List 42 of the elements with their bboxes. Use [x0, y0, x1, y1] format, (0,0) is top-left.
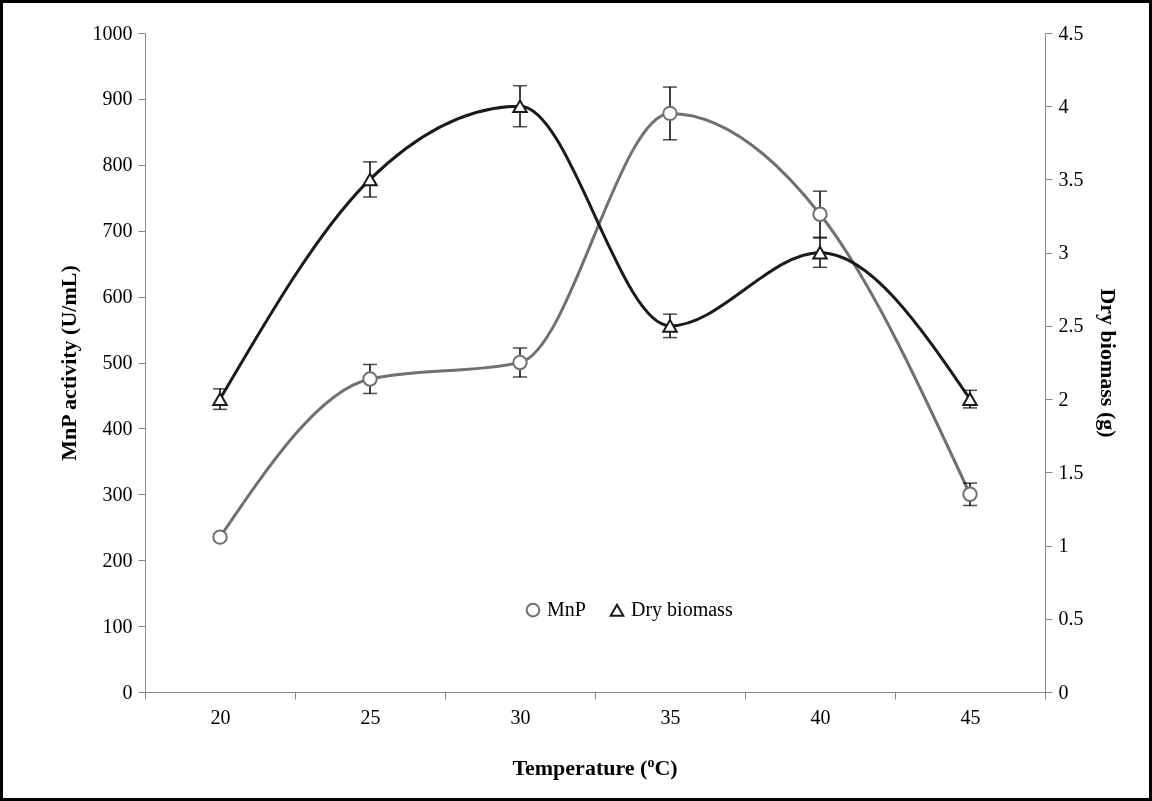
point [662, 105, 678, 122]
legend-label: Dry biomass [631, 598, 733, 622]
y-tick-label: 0 [122, 680, 133, 703]
point [812, 245, 828, 260]
y-tick-label: 800 [102, 153, 133, 176]
y2-tick-label: 2 [1058, 387, 1069, 410]
x-tick-label: 20 [210, 705, 231, 728]
x-tick-label: 40 [810, 705, 831, 728]
y2-tick-label: 0 [1058, 680, 1069, 703]
y2-tick-label: 1 [1058, 534, 1069, 557]
y-tick-label: 400 [102, 416, 133, 439]
x-tick-label: 35 [660, 705, 681, 728]
legend-label: MnP [547, 598, 586, 621]
point [212, 392, 228, 406]
point [962, 486, 978, 502]
y2-tick-label: 0.5 [1058, 607, 1084, 630]
y-tick-label: 100 [102, 614, 133, 637]
y-tick-label: 300 [102, 482, 133, 505]
point [812, 206, 828, 222]
y-tick-label: 600 [102, 285, 133, 308]
y-tick-label: 700 [102, 219, 133, 242]
y-tick-label: 1000 [92, 21, 133, 44]
y2-tick-label: 2.5 [1058, 314, 1084, 337]
y2-tick-label: 3.5 [1058, 167, 1084, 190]
x-tick-label: 30 [510, 705, 531, 728]
x-axis-title: Temperature ($^{o}$C) [511, 755, 679, 782]
y2-tick-label: 3 [1058, 241, 1069, 264]
y2-axis-title: Dry biomass (g) [1095, 288, 1121, 438]
point [512, 354, 528, 371]
point [512, 99, 528, 114]
y2-tick-label: 4.5 [1058, 21, 1084, 44]
y-tick-label: 900 [102, 87, 133, 110]
y-tick-label: 200 [102, 548, 133, 571]
y2-tick-label: 4 [1058, 94, 1069, 117]
point [362, 172, 378, 187]
point [662, 319, 678, 333]
point [362, 371, 378, 387]
y-axis-title: MnP activity (U/mL) [55, 265, 81, 461]
y2-tick-label: 1.5 [1058, 460, 1084, 483]
y-tick-label: 500 [102, 351, 133, 373]
x-tick-label: 25 [360, 705, 381, 728]
x-tick-label: 45 [960, 705, 981, 728]
